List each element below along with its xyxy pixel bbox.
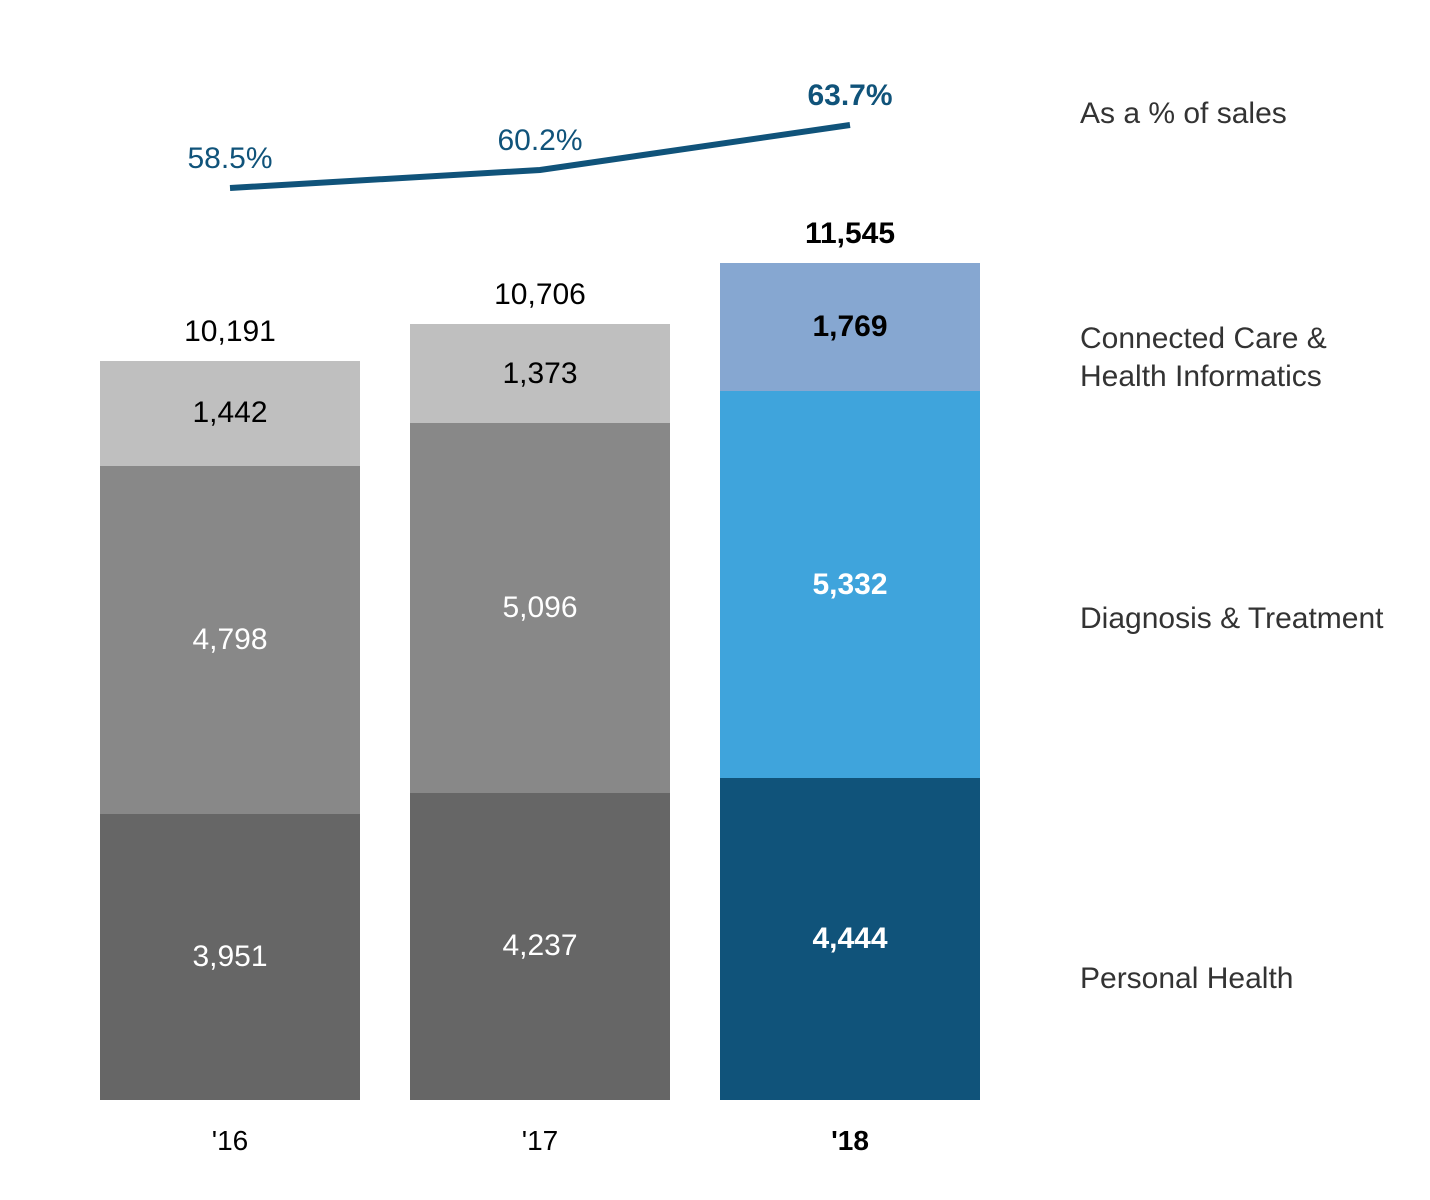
line-point-label: 63.7%	[807, 79, 892, 113]
bar-segment-label: 1,769	[812, 310, 887, 344]
line-point-label: 60.2%	[497, 124, 582, 158]
bar-segment-label: 4,444	[812, 922, 887, 956]
legend-entry-line_title: As a % of sales	[1080, 95, 1287, 133]
bar-segment-label: 4,798	[192, 623, 267, 657]
x-axis-label: '17	[410, 1125, 670, 1157]
bar-segment-label: 5,096	[502, 591, 577, 625]
bar-total-label: 10,706	[410, 278, 670, 312]
bar-segment-label: 1,373	[502, 357, 577, 391]
bar-segment-diagnosis_treatment: 4,798	[100, 466, 360, 814]
bar-column: 3,9514,7981,44210,191'16	[100, 40, 360, 1100]
legend-entry-connected_care: Connected Care & Health Informatics	[1080, 320, 1410, 395]
sales-by-segment-chart: 3,951 4,798 1,442 10,191 '16 4,237 5,096 1,373 1…	[0, 0, 1430, 1200]
plot-region: 3,9514,7981,44210,191'164,2375,0961,3731…	[40, 40, 1040, 1100]
bar-segment-personal_health: 4,444	[720, 778, 980, 1100]
bar-segment-label: 4,237	[502, 929, 577, 963]
legend-region: As a % of sales Connected Care & Health I…	[1080, 40, 1410, 1100]
bar-total-label: 10,191	[100, 315, 360, 349]
bar-segment-connected_care: 1,769	[720, 263, 980, 391]
bar-segment-diagnosis_treatment: 5,332	[720, 391, 980, 778]
x-axis-label: '16	[100, 1125, 360, 1157]
bar-column: 4,2375,0961,37310,706'17	[410, 40, 670, 1100]
line-point-label: 58.5%	[187, 142, 272, 176]
legend-entry-personal_health: Personal Health	[1080, 960, 1293, 998]
bar-segment-label: 3,951	[192, 940, 267, 974]
bar-segment-connected_care: 1,373	[410, 324, 670, 424]
bar-column: 4,4445,3321,76911,545'18	[720, 40, 980, 1100]
bar-segment-connected_care: 1,442	[100, 361, 360, 466]
bar-segment-label: 5,332	[812, 568, 887, 602]
bar-segment-diagnosis_treatment: 5,096	[410, 423, 670, 792]
x-axis-label: '18	[720, 1125, 980, 1157]
legend-entry-diagnosis_treatment: Diagnosis & Treatment	[1080, 600, 1383, 638]
bar-segment-personal_health: 3,951	[100, 814, 360, 1100]
bar-total-label: 11,545	[720, 217, 980, 251]
bar-segment-label: 1,442	[192, 396, 267, 430]
bar-segment-personal_health: 4,237	[410, 793, 670, 1100]
